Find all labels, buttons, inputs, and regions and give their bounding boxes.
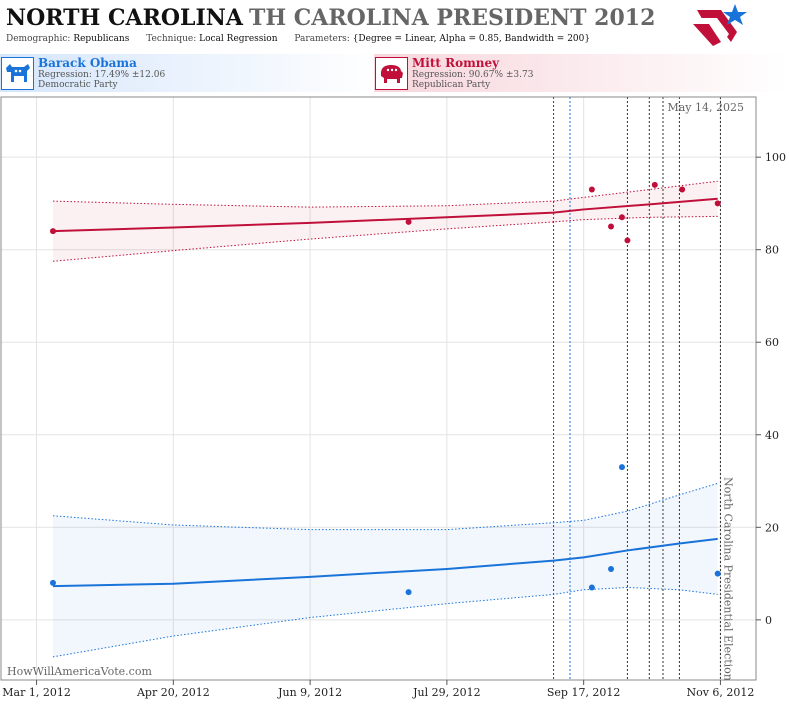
candidate-party: Democratic Party [38, 80, 118, 90]
band-lower [52, 586, 718, 658]
trend-line [52, 197, 718, 233]
confidence-band [52, 181, 718, 262]
candidate-name: Mitt Romney [412, 56, 500, 70]
poll-point [588, 186, 595, 193]
poll-point [624, 237, 631, 244]
poll-point [608, 223, 615, 230]
trend-lines [52, 197, 718, 588]
poll-point [49, 579, 56, 586]
candidate-regression: Regression: 17.49% ±12.06 [38, 70, 166, 80]
poll-point [714, 200, 721, 207]
parameters-value: {Degree = Linear, Alpha = 0.85, Bandwidt… [352, 34, 591, 44]
parameters-label: Parameters: [294, 34, 350, 44]
title-main: NORTH CAROLINA [6, 5, 243, 31]
poll-point [618, 214, 625, 221]
elephant-icon [375, 57, 408, 90]
axes: 0 20 40 60 80 100 Mar 1, 2012 Apr 20, 2012 Jun 9… [0, 96, 786, 699]
poll-point [679, 186, 686, 193]
y-tick-label: 100 [765, 151, 786, 164]
x-tick-label: Sep 17, 2012 [547, 686, 621, 699]
y-tick-label: 40 [765, 429, 779, 442]
poll-point [405, 218, 412, 225]
poll-point [49, 228, 56, 235]
demographic-label: Demographic: [6, 34, 71, 44]
chart-header: NORTH CAROLINA TH CAROLINA PRESIDENT 2012… [0, 0, 789, 52]
poll-chart: 0 20 40 60 80 100 Mar 1, 2012 Apr 20, 2012 Jun 9… [0, 96, 786, 699]
poll-points [49, 181, 721, 596]
candidate-romney: Mitt Romney Regression: 90.67% ±3.73 Rep… [374, 54, 789, 92]
poll-point [651, 181, 658, 188]
candidate-regression: Regression: 90.67% ±3.73 [412, 70, 534, 80]
band-upper [52, 482, 718, 531]
trend-line [52, 537, 718, 588]
election-label: North Carolina Presidential Election [721, 477, 734, 681]
plot-frame [0, 96, 757, 681]
title-sub: TH CAROLINA PRESIDENT 2012 [248, 5, 656, 31]
technique-value: Local Regression [199, 34, 278, 44]
donkey-icon [1, 57, 34, 90]
poll-point [714, 570, 721, 577]
x-tick-label: Jul 29, 2012 [412, 686, 481, 699]
x-tick-label: Jun 9, 2012 [277, 686, 342, 699]
chart-title: NORTH CAROLINA TH CAROLINA PRESIDENT 2012 [6, 5, 655, 31]
y-tick-label: 20 [765, 521, 779, 534]
band-lower [52, 215, 718, 262]
watermark: HowWillAmericaVote.com [7, 665, 152, 678]
confidence-bands [52, 180, 718, 658]
confidence-band [52, 483, 718, 657]
technique-label: Technique: [146, 34, 197, 44]
x-tick-label: Nov 6, 2012 [686, 686, 754, 699]
poll-point [405, 589, 412, 596]
meta-row: Demographic: Republicans Technique: Loca… [6, 34, 604, 44]
date-label: May 14, 2025 [667, 101, 744, 114]
x-tick-label: Mar 1, 2012 [2, 686, 71, 699]
poll-point [618, 464, 625, 471]
y-tick-label: 60 [765, 336, 779, 349]
candidate-name: Barack Obama [38, 56, 137, 70]
site-logo-icon [693, 4, 747, 46]
candidate-obama: Barack Obama Regression: 17.49% ±12.06 D… [0, 54, 380, 92]
poll-point [588, 584, 595, 591]
event-lines [553, 97, 721, 680]
candidate-party: Republican Party [412, 80, 491, 90]
x-tick-label: Apr 20, 2012 [136, 686, 210, 699]
demographic-value: Republicans [73, 34, 130, 44]
y-tick-label: 0 [765, 614, 772, 627]
poll-point [608, 565, 615, 572]
y-tick-label: 80 [765, 244, 779, 257]
